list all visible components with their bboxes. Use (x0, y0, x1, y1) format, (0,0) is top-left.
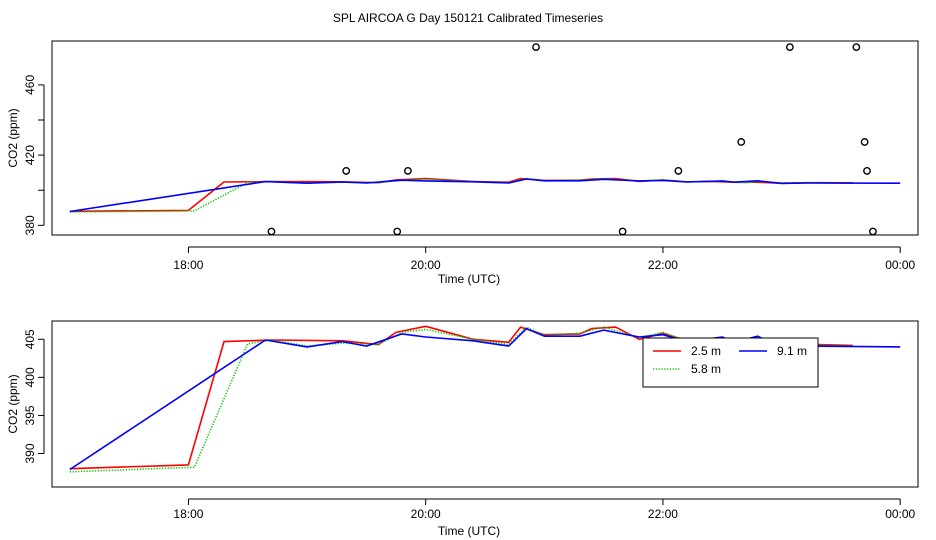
data-point (342, 167, 351, 175)
plot-frame (51, 40, 919, 236)
x-tick-label: 20:00 (411, 258, 441, 272)
y-tick-label: 420 (23, 145, 37, 165)
legend-label: 2.5 m (691, 344, 721, 358)
y-tick-label: 405 (23, 329, 37, 349)
chart-title: SPL AIRCOA G Day 150121 Calibrated Times… (333, 11, 603, 25)
series-line-58m (69, 326, 853, 473)
legend-label: 5.8 m (691, 362, 721, 376)
x-tick-label: 00:00 (885, 258, 915, 272)
plot-area (69, 177, 901, 213)
data-point (618, 227, 627, 236)
x-tick-label: 18:00 (173, 258, 203, 272)
series-line-91m (69, 178, 901, 213)
x-axis-label: Time (UTC) (438, 272, 500, 286)
y-axis-label: CO2 (ppm) (6, 108, 20, 167)
data-point (532, 43, 540, 52)
data-point (267, 227, 276, 236)
bottom-panel: 18:00 20:00 22:00 00:00 Time (UTC) 390 395 400 4… (6, 320, 919, 538)
x-tick-label: 22:00 (648, 258, 678, 272)
y-tick-label: 460 (23, 75, 37, 95)
x-tick-label: 00:00 (885, 507, 915, 521)
y-tick-label: 400 (23, 367, 37, 387)
data-point (860, 138, 869, 146)
x-axis-label: Time (UTC) (438, 524, 500, 538)
y-tick-label: 390 (23, 443, 37, 463)
data-point (785, 43, 794, 52)
legend-label: 9.1 m (777, 344, 807, 358)
series-line-25m (69, 177, 853, 213)
data-point (403, 167, 412, 175)
legend: 2.5 m 5.8 m 9.1 m (642, 337, 819, 388)
x-tick-label: 20:00 (411, 507, 441, 521)
data-point (852, 43, 861, 52)
y-axis-label: CO2 (ppm) (6, 374, 20, 433)
x-tick-label: 18:00 (173, 507, 203, 521)
plot-frame (51, 320, 919, 488)
data-point (737, 138, 746, 146)
y-tick-label: 395 (23, 405, 37, 425)
x-tick-label: 22:00 (648, 507, 678, 521)
data-point (863, 167, 871, 175)
data-point (393, 227, 402, 236)
data-point (869, 227, 877, 236)
data-point (674, 167, 683, 175)
y-tick-label: 380 (23, 215, 37, 235)
legend-box (642, 337, 819, 388)
series-line-58m (69, 177, 853, 213)
top-panel: 18:00 20:00 22:00 00:00 Time (UTC) 380 420 460C… (6, 40, 919, 286)
